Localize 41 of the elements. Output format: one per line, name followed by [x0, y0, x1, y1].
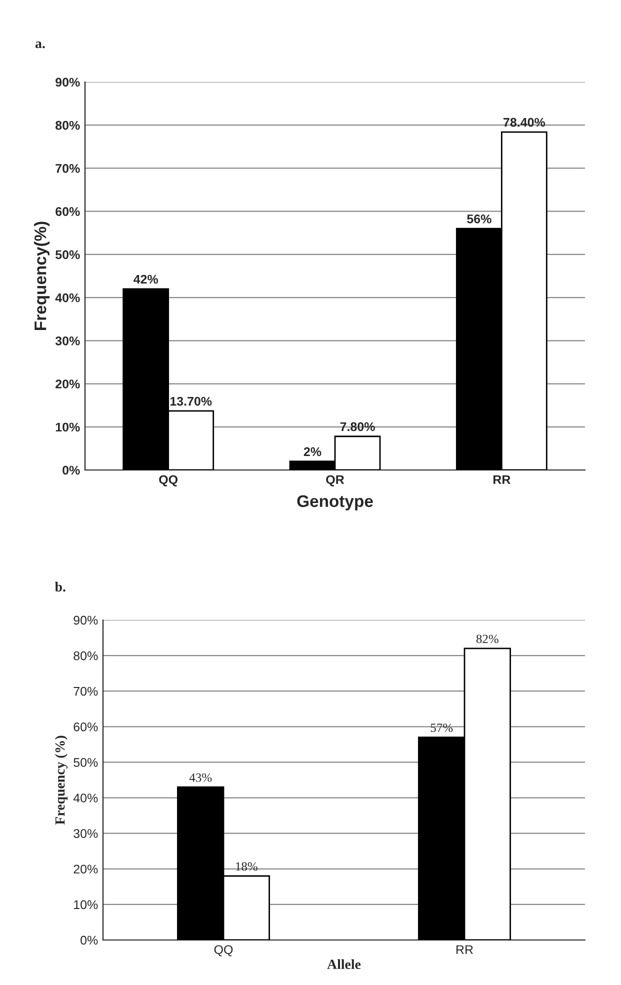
- data-label: 13.70%: [170, 396, 212, 406]
- data-label: 43%: [189, 773, 212, 782]
- y-tick-label: 30%: [74, 829, 98, 838]
- y-tick-label: 10%: [56, 422, 80, 432]
- x-tick-label: QQ: [214, 945, 233, 956]
- x-tick-label: QR: [326, 475, 344, 486]
- chart-title: b.: [54, 582, 66, 592]
- data-label: 57%: [430, 724, 453, 732]
- y-tick-label: 20%: [74, 864, 98, 874]
- y-tick-label: 50%: [56, 250, 80, 260]
- y-tick-label: 0%: [62, 466, 80, 475]
- y-tick-label: 40%: [73, 794, 98, 802]
- y-tick-label: 80%: [74, 651, 98, 660]
- data-label: 56%: [467, 214, 492, 224]
- data-label: 7.80%: [340, 422, 375, 432]
- y-tick-label: 10%: [74, 900, 98, 910]
- y-tick-label: 60%: [56, 207, 80, 216]
- y-tick-label: 70%: [74, 686, 98, 696]
- y-tick-label: 0%: [80, 936, 98, 945]
- y-tick-label: 60%: [74, 722, 98, 732]
- x-tick-label: RR: [493, 475, 510, 484]
- data-label: 2%: [304, 447, 322, 456]
- y-tick-label: 90%: [74, 616, 98, 625]
- y-axis-title: Frequency(%): [34, 222, 50, 330]
- chart-title: a.: [35, 41, 45, 48]
- y-tick-label: 40%: [55, 293, 80, 302]
- y-tick-label: 50%: [74, 758, 98, 767]
- y-axis-title: Frequency (%): [54, 736, 68, 825]
- data-label: 42%: [134, 274, 158, 284]
- y-tick-label: 30%: [55, 336, 80, 346]
- x-tick-label: RR: [456, 945, 473, 954]
- data-label: 18%: [236, 862, 258, 871]
- data-label: 82%: [476, 634, 498, 644]
- x-axis-title: Allele: [327, 959, 361, 970]
- x-tick-label: QQ: [159, 475, 178, 486]
- y-tick-label: 70%: [56, 164, 80, 173]
- data-label: 78.40%: [504, 118, 546, 127]
- y-tick-label: 90%: [56, 78, 80, 87]
- y-tick-label: 20%: [56, 380, 80, 388]
- x-axis-title: Genotype: [297, 495, 373, 510]
- y-tick-label: 80%: [56, 120, 80, 130]
